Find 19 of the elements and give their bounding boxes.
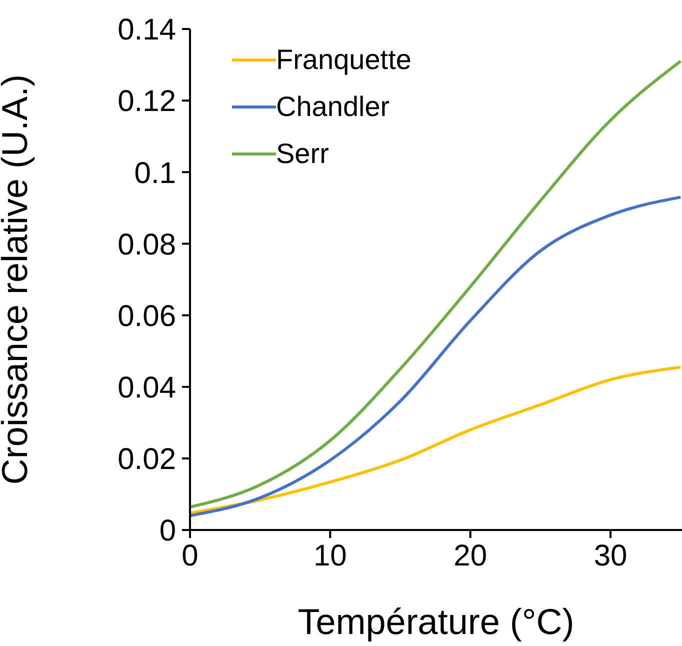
y-tick-label: 0 bbox=[159, 514, 176, 548]
line-series bbox=[190, 196, 682, 518]
y-tick-label: 0.12 bbox=[118, 85, 176, 118]
x-tick-label: 10 bbox=[313, 539, 347, 572]
y-tick-label: 0.02 bbox=[118, 443, 176, 476]
x-tick-label: 20 bbox=[454, 539, 488, 572]
y-tick-label: 0.14 bbox=[118, 14, 176, 47]
x-axis-title: Température (°C) bbox=[298, 601, 574, 642]
y-tick-label: 0.1 bbox=[134, 156, 176, 190]
y-tick-label: 0.06 bbox=[118, 300, 176, 333]
legend-label: Franquette bbox=[276, 44, 412, 76]
legend-label: Serr bbox=[276, 138, 329, 170]
y-tick-label: 0.04 bbox=[118, 372, 176, 405]
legend-label: Chandler bbox=[276, 90, 390, 122]
y-axis-title: Croissance relative (U.A.) bbox=[0, 74, 35, 485]
x-tick-label: 0 bbox=[182, 539, 198, 572]
line-series bbox=[190, 366, 682, 515]
x-tick-label: 30 bbox=[594, 539, 628, 572]
y-tick-label: 0.08 bbox=[118, 228, 176, 262]
